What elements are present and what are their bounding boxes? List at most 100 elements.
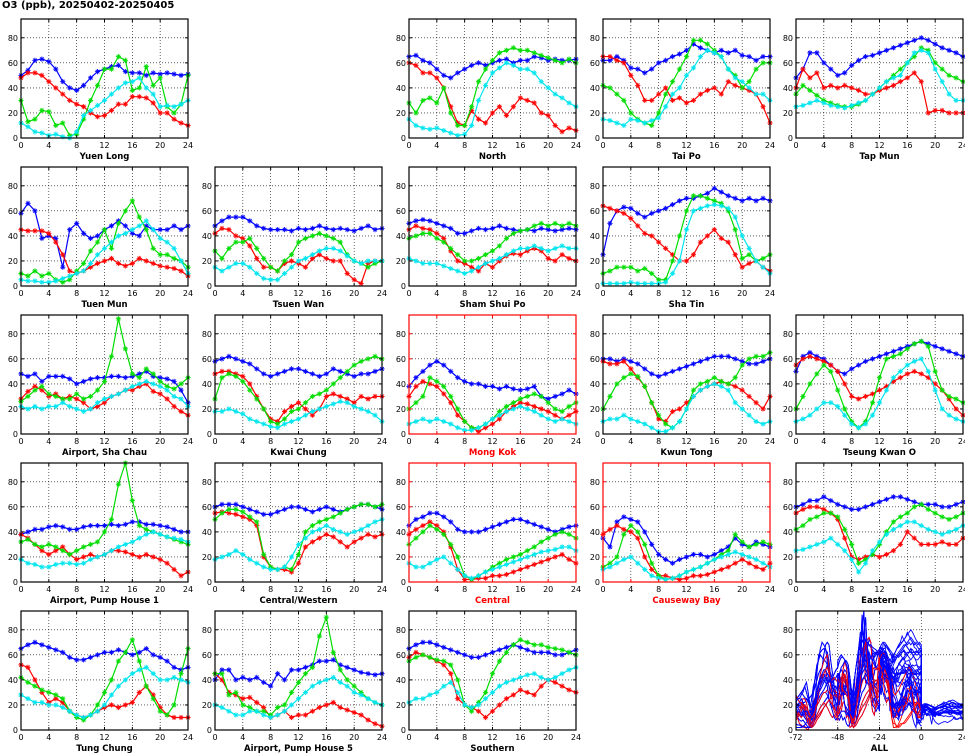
data-point-cyan [635,280,641,287]
data-point-cyan [413,418,419,425]
y-tick-label: 60 [8,59,18,68]
data-point-blue [254,223,260,229]
data-point-red [323,255,329,262]
data-point-red [67,97,73,104]
data-point-green [807,87,813,93]
data-point-red [517,95,523,101]
data-point-green [462,418,468,425]
data-point-green [372,504,378,510]
data-point-cyan [489,689,496,696]
data-point-cyan [828,535,834,541]
data-point-green [150,82,156,88]
x-tick-label: 0 [212,289,217,298]
data-point-blue [143,645,149,652]
x-tick-label: 16 [321,733,331,742]
data-point-cyan [101,702,108,708]
data-point-cyan [108,393,115,400]
data-point-cyan [531,551,537,558]
data-point-blue [46,524,52,530]
data-point-blue [358,371,364,377]
data-point-red [316,535,322,541]
data-point-blue [656,60,662,66]
data-point-cyan [337,529,343,535]
data-point-blue [330,506,336,512]
x-tick-label: 4 [821,141,826,150]
data-point-blue [835,501,841,507]
data-point-red [559,551,565,558]
y-tick-label: 20 [202,553,212,562]
data-point-red [897,541,903,548]
data-point-green [46,391,52,397]
data-point-blue [656,551,662,558]
data-point-cyan [711,381,717,387]
data-point-red [46,551,52,558]
data-point-cyan [524,66,530,72]
data-point-green [800,82,806,88]
data-point-blue [628,205,634,211]
data-point-blue [302,227,309,233]
data-point-green [538,539,544,545]
data-point-blue [607,356,613,362]
data-point-cyan [295,258,302,264]
x-tick-label: 20 [737,141,747,150]
data-point-blue [337,368,343,374]
data-point-cyan [835,403,841,410]
data-point-blue [115,62,122,68]
data-point-red [607,361,613,367]
data-point-red [25,388,31,395]
x-tick-label: 12 [293,437,303,446]
data-point-blue [434,510,440,516]
x-tick-label: 24 [377,437,387,446]
data-point-green [545,400,551,406]
data-point-red [39,228,45,234]
data-point-cyan [53,403,59,410]
data-point-green [129,637,135,643]
data-point-green [94,702,101,708]
data-point-cyan [171,104,177,110]
data-point-blue [911,37,917,43]
data-point-green [607,85,613,91]
x-tick-label: 8 [656,585,661,594]
data-point-cyan [517,674,523,680]
y-tick-label: 0 [401,578,406,587]
data-point-green [53,122,59,129]
data-point-blue [87,235,94,241]
data-point-green [344,368,350,374]
station-label-all: ALL [871,744,889,754]
y-tick-label: 40 [783,676,793,685]
y-tick-label: 20 [202,701,212,710]
data-point-red [559,129,565,135]
data-point-red [358,535,364,541]
data-point-green [434,378,440,384]
data-point-green [932,368,938,374]
data-point-cyan [420,696,426,702]
data-point-cyan [531,408,537,415]
data-point-green [821,510,827,516]
data-point-red [254,255,260,262]
data-point-blue [365,671,371,677]
data-point-blue [753,57,759,63]
x-tick-label: 8 [268,733,273,742]
data-point-blue [87,376,94,382]
data-point-cyan [32,403,38,410]
data-point-red [330,391,336,397]
data-point-green [129,198,135,204]
data-point-green [157,708,163,714]
data-point-cyan [441,263,447,269]
data-point-green [517,228,523,234]
data-point-green [32,541,38,548]
data-point-blue [60,79,66,85]
y-tick-label: 40 [396,84,406,93]
data-point-cyan [862,97,869,104]
data-point-cyan [240,551,246,558]
panel-frame [795,18,964,139]
station-label-tsuen-wan: Tsuen Wan [273,300,324,310]
x-tick-label: 4 [821,437,826,446]
data-point-green [53,393,59,400]
data-point-green [760,353,766,359]
data-point-red [101,258,108,264]
data-point-blue [358,669,364,675]
